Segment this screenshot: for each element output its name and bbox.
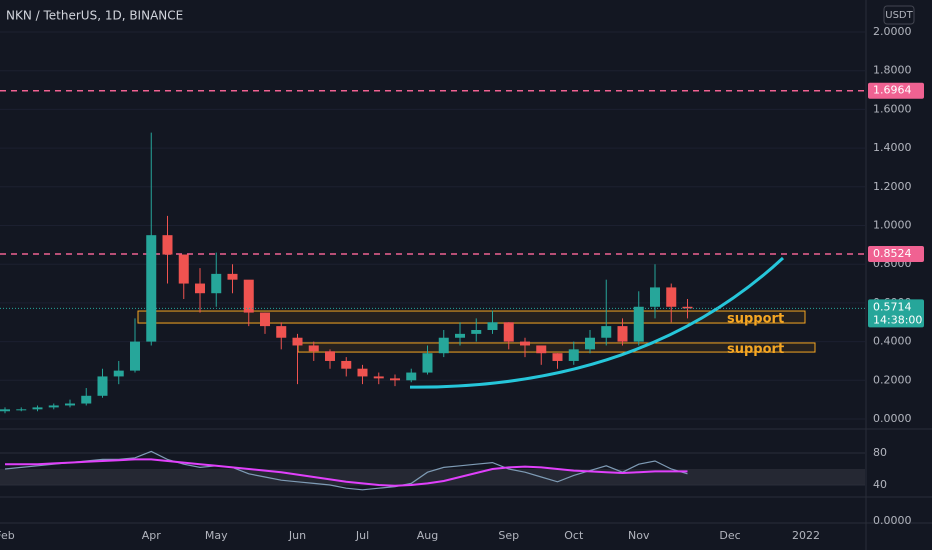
- y-tick-label: 0.4000: [873, 335, 912, 348]
- candle-body: [162, 235, 173, 255]
- candle-body: [16, 409, 27, 411]
- candle-body: [178, 254, 189, 284]
- candle-body: [195, 283, 205, 294]
- candle-body: [601, 326, 612, 338]
- x-tick-label: Jul: [355, 529, 369, 542]
- level-label: 1.6964: [873, 84, 912, 97]
- x-tick-label: May: [205, 529, 228, 542]
- candle-body: [211, 273, 222, 294]
- chart-title: NKN / TetherUS, 1D, BINANCE: [6, 9, 183, 23]
- third-pane-tick-label: 0.0000: [873, 514, 912, 527]
- rsi-tick-label: 80: [873, 446, 887, 459]
- x-tick-label: Feb: [0, 529, 15, 542]
- candle-body: [341, 360, 352, 369]
- support-label: support: [727, 312, 784, 327]
- last-price-box: [868, 299, 924, 328]
- rsi-tick-label: 40: [873, 478, 887, 491]
- candle-body: [617, 326, 628, 342]
- y-tick-label: 1.4000: [873, 141, 912, 154]
- candle-body: [260, 312, 270, 327]
- x-tick-label: Nov: [628, 529, 650, 542]
- countdown: 14:38:00: [873, 313, 922, 326]
- candle-body: [357, 368, 368, 377]
- candle-body: [552, 353, 563, 361]
- candle-body: [97, 376, 108, 396]
- candle-body: [146, 235, 157, 342]
- x-tick-label: Sep: [498, 529, 519, 542]
- candle-body: [568, 349, 579, 361]
- trend-curve: [409, 256, 785, 389]
- rsi-line: [5, 458, 688, 487]
- candle-body: [422, 353, 433, 373]
- candle-body: [487, 322, 498, 330]
- y-tick-label: 1.2000: [873, 180, 912, 193]
- candle-body: [0, 409, 10, 412]
- y-tick-label: 1.0000: [873, 219, 912, 232]
- y-tick-label: 1.8000: [873, 64, 912, 77]
- y-tick-label: 0.2000: [873, 373, 912, 386]
- candle-body: [130, 341, 140, 371]
- y-tick-label: 0.0000: [873, 412, 912, 425]
- candle-body: [471, 329, 482, 334]
- candle-body: [682, 306, 693, 309]
- candle-body: [48, 405, 59, 408]
- candle-body: [276, 326, 287, 338]
- x-tick-label: 2022: [792, 529, 820, 542]
- candle-body: [438, 337, 449, 354]
- candle-body: [308, 345, 319, 352]
- x-tick-label: Apr: [142, 529, 162, 542]
- candle-body: [666, 287, 677, 307]
- candle-body: [325, 351, 335, 361]
- candle-body: [65, 403, 75, 406]
- candle-body: [243, 279, 254, 313]
- currency: USDT: [885, 10, 913, 21]
- x-tick-label: Aug: [417, 529, 438, 542]
- level-label: 0.8524: [873, 247, 912, 260]
- candle-body: [503, 322, 514, 342]
- candle-body: [536, 345, 547, 354]
- candle-body: [390, 378, 400, 381]
- level-label-box: [868, 246, 924, 263]
- candle-body: [633, 306, 644, 342]
- y-tick-label: 2.0000: [873, 25, 912, 38]
- candle-body: [650, 287, 660, 307]
- support-label: support: [727, 342, 784, 357]
- candle-body: [32, 407, 43, 410]
- candle-body: [292, 337, 303, 346]
- last-price: 0.5714: [873, 300, 912, 313]
- candle-body: [455, 333, 465, 338]
- candle-body: [520, 341, 530, 346]
- candle-body: [585, 337, 595, 350]
- candle-body: [227, 273, 238, 280]
- y-tick-label: 1.6000: [873, 102, 912, 115]
- level-label-box: [868, 82, 924, 99]
- x-tick-label: Dec: [719, 529, 740, 542]
- rsi-band: [0, 469, 865, 485]
- candle-body: [406, 372, 417, 381]
- candle-body: [373, 376, 384, 379]
- candle-body: [113, 370, 124, 377]
- support-zone: [137, 310, 806, 324]
- x-tick-label: Oct: [564, 529, 584, 542]
- x-tick-label: Jun: [288, 529, 306, 542]
- candle-body: [81, 395, 92, 404]
- currency-box: [883, 5, 915, 25]
